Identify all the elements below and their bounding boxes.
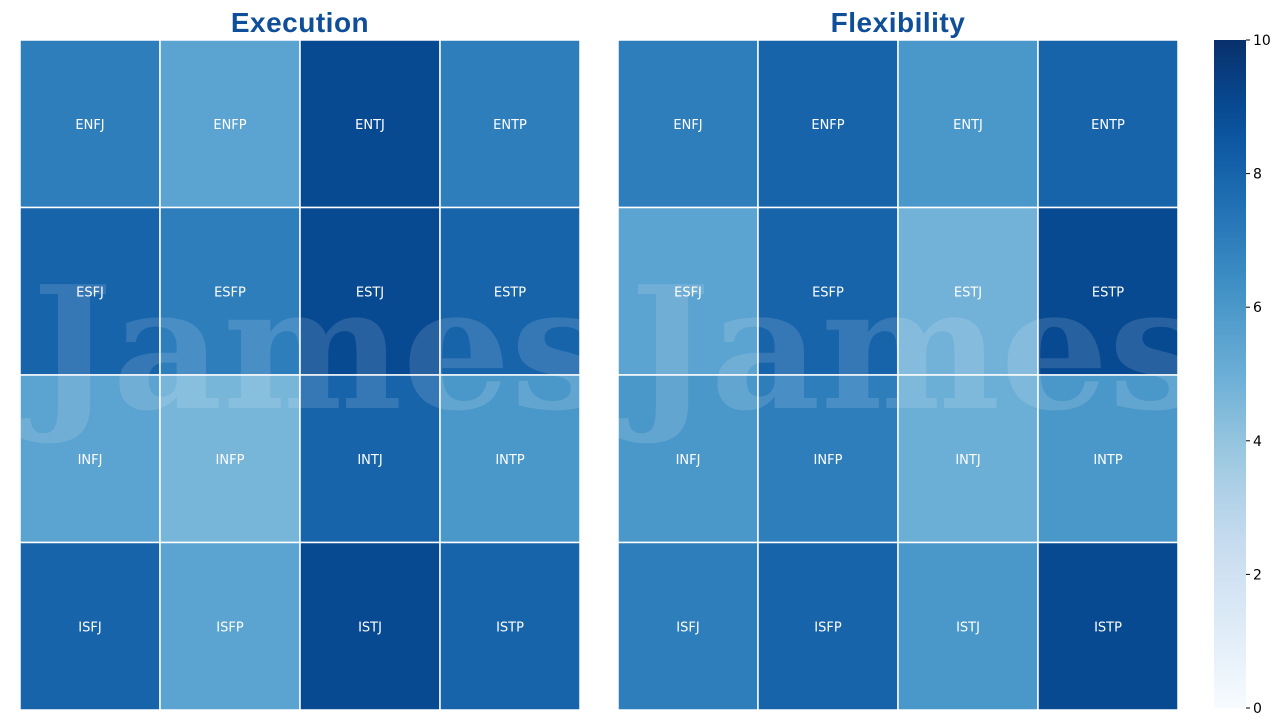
cell-label-flexibility-esfp: ESFP (812, 285, 844, 300)
chart-title-flexibility: Flexibility (830, 7, 966, 38)
heatmap-cell-flexibility-isfp (757, 541, 899, 711)
colorbar-tick-label-4: 4 (1253, 434, 1262, 450)
cell-label-execution-intj: INTJ (357, 453, 382, 468)
colorbar-tick-label-6: 6 (1253, 300, 1262, 316)
cell-label-execution-estp: ESTP (494, 285, 526, 300)
cell-label-execution-istp: ISTP (496, 620, 524, 635)
cell-label-flexibility-intp: INTP (1093, 453, 1122, 468)
cell-label-execution-esfj: ESFJ (76, 285, 104, 300)
cell-label-execution-infp: INFP (216, 453, 245, 468)
cell-label-flexibility-enfj: ENFJ (673, 118, 702, 133)
heatmap-cell-execution-istj (299, 541, 441, 711)
colorbar-tick-label-2: 2 (1253, 567, 1262, 583)
cell-label-flexibility-entj: ENTJ (953, 118, 983, 133)
watermark-text-left: James (19, 249, 606, 449)
cell-label-flexibility-istj: ISTJ (956, 620, 980, 635)
cell-label-execution-istj: ISTJ (358, 620, 382, 635)
chart-title-execution: Execution (230, 7, 370, 38)
colorbar: 0 2 4 6 8 10 (1214, 33, 1271, 717)
cell-label-flexibility-isfj: ISFJ (676, 620, 699, 635)
cell-label-execution-enfj: ENFJ (75, 118, 104, 133)
heatmap-cell-execution-entp (439, 39, 581, 209)
cell-label-execution-isfj: ISFJ (78, 620, 101, 635)
heatmap-cell-flexibility-esfj (617, 206, 759, 376)
heatmap-cell-flexibility-entj (897, 39, 1039, 209)
cell-label-flexibility-estp: ESTP (1092, 285, 1124, 300)
cell-label-flexibility-infj: INFJ (676, 453, 701, 468)
heatmap-cell-execution-infp (159, 374, 301, 544)
cell-label-flexibility-entp: ENTP (1091, 118, 1125, 133)
cell-label-execution-enfp: ENFP (213, 118, 246, 133)
cell-label-execution-intp: INTP (495, 453, 524, 468)
colorbar-tick-label-10: 10 (1253, 33, 1271, 49)
heatmap-execution: ENFJ ENFP ENTJ ENTP ESFJ ESFP ESTJ ESTP INFJ INFP… (19, 39, 581, 711)
cell-label-flexibility-isfp: ISFP (814, 620, 842, 635)
heatmap-cell-flexibility-enfp (757, 39, 899, 209)
heatmap-cell-execution-estj (299, 206, 441, 376)
heatmap-cell-execution-isfj (19, 541, 161, 711)
heatmap-cell-flexibility-istj (897, 541, 1039, 711)
heatmap-cell-execution-istp (439, 541, 581, 711)
heatmap-cell-execution-esfj (19, 206, 161, 376)
heatmap-cell-flexibility-esfp (757, 206, 899, 376)
heatmap-cell-execution-enfp (159, 39, 301, 209)
heatmap-cell-execution-intp (439, 374, 581, 544)
heatmap-cell-flexibility-intp (1037, 374, 1179, 544)
heatmap-cell-execution-esfp (159, 206, 301, 376)
heatmap-cell-flexibility-infj (617, 374, 759, 544)
heatmap-cell-flexibility-istp (1037, 541, 1179, 711)
cell-label-execution-entj: ENTJ (355, 118, 385, 133)
cell-label-execution-infj: INFJ (78, 453, 103, 468)
cell-label-execution-isfp: ISFP (216, 620, 244, 635)
cell-label-flexibility-infp: INFP (814, 453, 843, 468)
watermark-layer: James James (19, 249, 1204, 449)
watermark-text-right: James (617, 249, 1204, 449)
cell-label-flexibility-estj: ESTJ (954, 285, 982, 300)
heatmap-cell-flexibility-enfj (617, 39, 759, 209)
heatmap-cell-flexibility-entp (1037, 39, 1179, 209)
heatmap-cell-execution-infj (19, 374, 161, 544)
cell-label-flexibility-istp: ISTP (1094, 620, 1122, 635)
colorbar-tick-label-8: 8 (1253, 167, 1262, 183)
cell-label-flexibility-intj: INTJ (955, 453, 980, 468)
heatmap-cell-execution-entj (299, 39, 441, 209)
cell-label-execution-esfp: ESFP (214, 285, 246, 300)
heatmap-cell-flexibility-infp (757, 374, 899, 544)
heatmap-cell-flexibility-intj (897, 374, 1039, 544)
colorbar-tick-label-0: 0 (1253, 701, 1262, 717)
cell-label-flexibility-esfj: ESFJ (674, 285, 702, 300)
heatmap-cell-execution-estp (439, 206, 581, 376)
cell-label-execution-estj: ESTJ (356, 285, 384, 300)
cell-label-flexibility-enfp: ENFP (811, 118, 844, 133)
heatmap-flexibility: ENFJ ENFP ENTJ ENTP ESFJ ESFP ESTJ ESTP INFJ INFP… (617, 39, 1179, 711)
cell-label-execution-entp: ENTP (493, 118, 527, 133)
colorbar-gradient (1214, 40, 1246, 708)
heatmap-cell-flexibility-estp (1037, 206, 1179, 376)
